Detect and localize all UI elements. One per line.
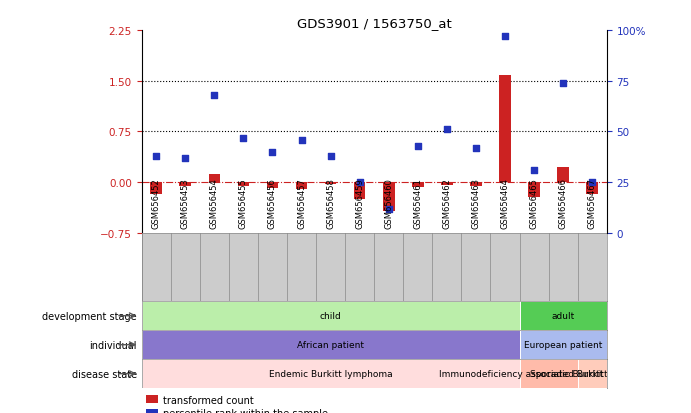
Text: African patient: African patient [297,340,364,349]
Bar [499,76,511,183]
Point [471,145,482,152]
Point [384,206,395,212]
Text: development stage: development stage [42,311,137,321]
Bar [520,359,578,388]
Point [325,153,336,160]
Point [442,127,453,133]
Text: child: child [320,311,341,320]
Text: adult: adult [551,311,575,320]
Text: transformed count: transformed count [162,394,254,405]
Point [238,135,249,142]
Point [296,137,307,144]
Bar [470,183,482,187]
Bar [557,168,569,183]
Text: Immunodeficiency associated Burkitt lymphoma: Immunodeficiency associated Burkitt lymp… [439,369,659,378]
Bar [520,301,607,330]
Bar [180,183,191,186]
Bar [441,183,453,185]
Title: GDS3901 / 1563750_at: GDS3901 / 1563750_at [297,17,451,30]
Bar [146,409,158,413]
Point [180,155,191,162]
Bar [325,183,337,185]
Bar [578,359,607,388]
Bar [151,183,162,195]
Point [500,34,511,40]
Point [558,80,569,87]
Text: percentile rank within the sample: percentile rank within the sample [162,408,328,413]
Point [354,179,365,186]
Text: European patient: European patient [524,340,603,349]
Bar [142,330,520,359]
Bar [238,183,249,186]
Point [209,93,220,99]
Point [529,167,540,174]
Point [151,153,162,160]
Bar [142,301,520,330]
Text: Endemic Burkitt lymphoma: Endemic Burkitt lymphoma [269,369,392,378]
Text: Sporadic Burkitt lymphoma: Sporadic Burkitt lymphoma [530,369,654,378]
Bar [528,183,540,197]
Point [413,143,424,150]
Bar [412,183,424,188]
Point [587,179,598,186]
Bar [267,183,278,188]
Bar [209,175,220,183]
Text: individual: individual [90,340,137,350]
Bar [520,330,607,359]
Bar [587,183,598,195]
Bar [354,183,366,199]
Bar [383,183,395,211]
Point [267,149,278,156]
Bar [146,395,158,403]
Bar [296,183,307,190]
Text: disease state: disease state [72,369,137,379]
Bar [142,359,520,388]
